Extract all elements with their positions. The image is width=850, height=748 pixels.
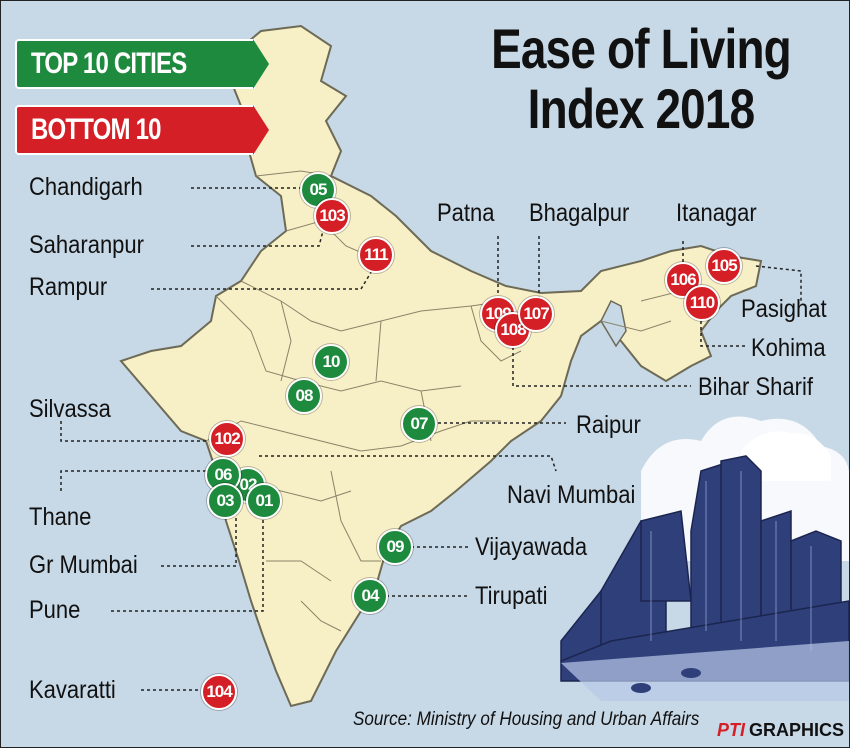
rank-badge-rampur: 111 <box>358 237 394 273</box>
city-label-itanagar: Itanagar <box>676 199 757 227</box>
skyline-illustration <box>560 416 849 701</box>
rank-badge-bihar-sharif: 108 <box>495 312 531 348</box>
rank-badge-vijayawada: 09 <box>377 529 413 565</box>
rank-badge-10: 10 <box>313 344 349 380</box>
pti-logo: PTI <box>717 720 746 740</box>
rank-badge-gr-mumbai: 03 <box>207 483 243 519</box>
city-label-rampur: Rampur <box>29 273 108 301</box>
rank-badge-silvassa: 102 <box>209 421 245 457</box>
legend-bottom-10: BOTTOM 10 <box>15 105 269 155</box>
leader-lines <box>60 187 802 691</box>
city-label-silvassa: Silvassa <box>29 395 111 423</box>
city-label-saharanpur: Saharanpur <box>29 231 144 259</box>
rank-badge-bhagalpur: 107 <box>518 296 554 332</box>
page-title: Ease of Living Index 2018 <box>491 17 792 140</box>
city-label-thane: Thane <box>29 503 92 531</box>
city-label-gr-mumbai: Gr Mumbai <box>29 551 138 579</box>
city-label-pasighat: Pasighat <box>741 295 827 323</box>
credit-text: GRAPHICS <box>749 720 845 740</box>
rank-badge-pasighat: 105 <box>706 248 742 284</box>
rank-badge-08: 08 <box>286 378 322 414</box>
india-outline <box>119 24 763 708</box>
rank-badge-tirupati: 04 <box>352 578 388 614</box>
city-label-vijayawada: Vijayawada <box>475 533 588 561</box>
city-label-tirupati: Tirupati <box>475 582 548 610</box>
rank-badge-chandigarh: 05 <box>300 172 336 208</box>
rank-badge-pune: 01 <box>246 483 282 519</box>
rank-badge-saharanpur: 103 <box>314 198 350 234</box>
city-label-chandigarh: Chandigarh <box>29 173 143 201</box>
source-note: Source: Ministry of Housing and Urban Af… <box>353 709 700 730</box>
city-label-kohima: Kohima <box>751 334 826 362</box>
city-label-patna: Patna <box>437 199 495 227</box>
city-label-pune: Pune <box>29 596 81 624</box>
legend-top-10: TOP 10 CITIES <box>15 39 269 89</box>
rank-badge-kohima: 110 <box>684 285 720 321</box>
city-label-navi-mumbai: Navi Mumbai <box>507 481 636 509</box>
city-label-raipur: Raipur <box>576 411 641 439</box>
rank-badge-kavaratti: 104 <box>201 674 237 710</box>
credit: PTI GRAPHICS <box>717 720 844 741</box>
city-label-bhagalpur: Bhagalpur <box>529 199 630 227</box>
city-label-bihar-sharif: Bihar Sharif <box>698 373 813 401</box>
rank-badge-raipur: 07 <box>401 406 437 442</box>
city-label-kavaratti: Kavaratti <box>29 676 116 704</box>
